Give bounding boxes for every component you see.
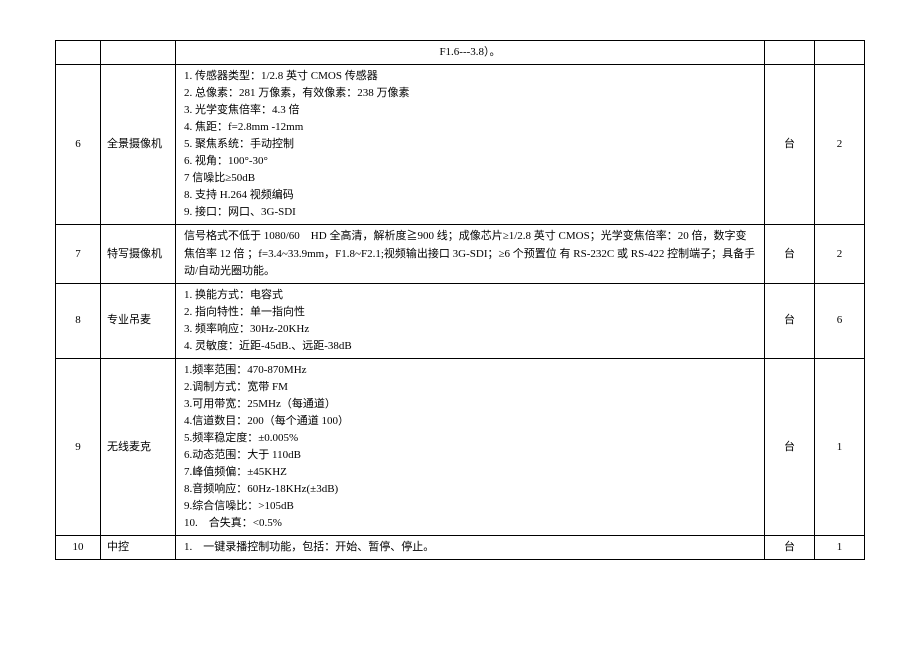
spec-line: 9. 接口：网口、3G-SDI	[184, 204, 756, 221]
row-unit: 台	[765, 283, 815, 358]
row-qty	[815, 41, 865, 65]
spec-line: 8.音频响应：60Hz-18KHz(±3dB)	[184, 481, 756, 498]
spec-line: F1.6---3.8）。	[184, 44, 756, 61]
spec-line: 4. 灵敏度：近距-45dB.、远距-38dB	[184, 338, 756, 355]
spec-line: 1. 换能方式：电容式	[184, 287, 756, 304]
row-qty: 2	[815, 225, 865, 283]
table-row: 10中控 1. 一键录播控制功能，包括：开始、暂停、停止。台1	[56, 536, 865, 560]
spec-line: 3.可用带宽：25MHz（每通道）	[184, 396, 756, 413]
row-number: 6	[56, 65, 101, 225]
row-spec: F1.6---3.8）。	[176, 41, 765, 65]
row-qty: 1	[815, 536, 865, 560]
row-qty: 1	[815, 358, 865, 535]
spec-line: 1. 传感器类型：1/2.8 英寸 CMOS 传感器	[184, 68, 756, 85]
row-name	[101, 41, 176, 65]
row-unit	[765, 41, 815, 65]
spec-line: 9.综合信噪比：>105dB	[184, 498, 756, 515]
spec-line: 2. 总像素：281 万像素，有效像素：238 万像素	[184, 85, 756, 102]
spec-line: 4. 焦距：f=2.8mm -12mm	[184, 119, 756, 136]
row-number: 7	[56, 225, 101, 283]
spec-line: 7 信噪比≥50dB	[184, 170, 756, 187]
row-number: 9	[56, 358, 101, 535]
spec-line: 2.调制方式：宽带 FM	[184, 379, 756, 396]
row-unit: 台	[765, 65, 815, 225]
row-name: 全景摄像机	[101, 65, 176, 225]
row-spec: 1. 换能方式：电容式2. 指向特性：单一指向性3. 频率响应：30Hz-20K…	[176, 283, 765, 358]
row-number	[56, 41, 101, 65]
row-name: 专业吊麦	[101, 283, 176, 358]
row-spec: 1. 一键录播控制功能，包括：开始、暂停、停止。	[176, 536, 765, 560]
spec-line: 信号格式不低于 1080/60 HD 全高清，解析度≧900 线；成像芯片≥1/…	[184, 228, 756, 279]
spec-line: 10. 合失真：<0.5%	[184, 515, 756, 532]
row-name: 无线麦克	[101, 358, 176, 535]
spec-line: 6.动态范围：大于 110dB	[184, 447, 756, 464]
table-row: 6全景摄像机1. 传感器类型：1/2.8 英寸 CMOS 传感器2. 总像素：2…	[56, 65, 865, 225]
row-unit: 台	[765, 536, 815, 560]
spec-line: 3. 频率响应：30Hz-20KHz	[184, 321, 756, 338]
spec-line: 3. 光学变焦倍率：4.3 倍	[184, 102, 756, 119]
row-qty: 2	[815, 65, 865, 225]
row-qty: 6	[815, 283, 865, 358]
table-row: 8专业吊麦1. 换能方式：电容式2. 指向特性：单一指向性3. 频率响应：30H…	[56, 283, 865, 358]
row-spec: 信号格式不低于 1080/60 HD 全高清，解析度≧900 线；成像芯片≥1/…	[176, 225, 765, 283]
table-row: 9无线麦克1.频率范围：470-870MHz2.调制方式：宽带 FM3.可用带宽…	[56, 358, 865, 535]
row-number: 10	[56, 536, 101, 560]
row-name: 特写摄像机	[101, 225, 176, 283]
spec-line: 1.频率范围：470-870MHz	[184, 362, 756, 379]
row-name: 中控	[101, 536, 176, 560]
spec-line: 5. 聚焦系统：手动控制	[184, 136, 756, 153]
row-unit: 台	[765, 225, 815, 283]
spec-line: 7.峰值频偏：±45KHZ	[184, 464, 756, 481]
spec-line: 5.频率稳定度：±0.005%	[184, 430, 756, 447]
spec-line: 8. 支持 H.264 视频编码	[184, 187, 756, 204]
row-number: 8	[56, 283, 101, 358]
table-row: 7特写摄像机信号格式不低于 1080/60 HD 全高清，解析度≧900 线；成…	[56, 225, 865, 283]
row-unit: 台	[765, 358, 815, 535]
spec-line: 1. 一键录播控制功能，包括：开始、暂停、停止。	[184, 539, 756, 556]
table-row: F1.6---3.8）。	[56, 41, 865, 65]
row-spec: 1. 传感器类型：1/2.8 英寸 CMOS 传感器2. 总像素：281 万像素…	[176, 65, 765, 225]
spec-line: 6. 视角：100°-30°	[184, 153, 756, 170]
spec-line: 4.信道数目：200（每个通道 100）	[184, 413, 756, 430]
row-spec: 1.频率范围：470-870MHz2.调制方式：宽带 FM3.可用带宽：25MH…	[176, 358, 765, 535]
spec-table: F1.6---3.8）。6全景摄像机1. 传感器类型：1/2.8 英寸 CMOS…	[55, 40, 865, 560]
spec-line: 2. 指向特性：单一指向性	[184, 304, 756, 321]
